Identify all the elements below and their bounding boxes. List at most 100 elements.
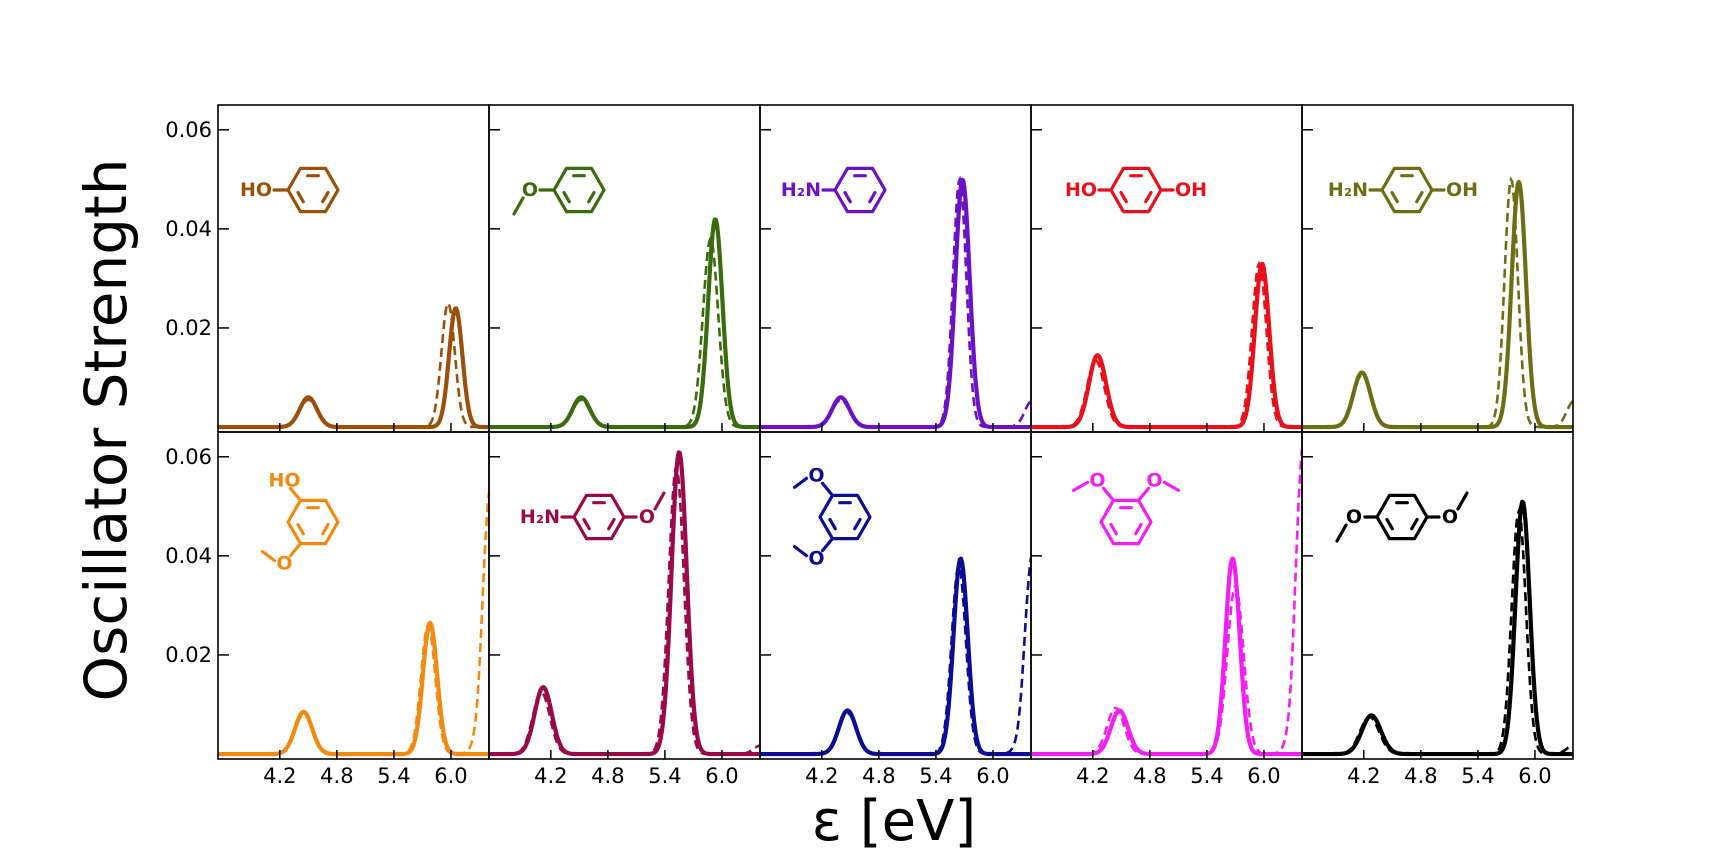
double-bond — [843, 190, 852, 204]
x-tick-label: 4.2 — [1076, 764, 1109, 788]
x-tick-label: 6.0 — [976, 764, 1009, 788]
plot-area — [1302, 176, 1573, 430]
substituent-label: H₂N — [520, 506, 560, 528]
bond — [1162, 480, 1181, 492]
x-tick-label: 4.8 — [862, 764, 895, 788]
plot-area — [1031, 260, 1302, 430]
bond — [260, 550, 277, 563]
bond — [820, 481, 835, 497]
plot-area — [489, 217, 760, 430]
solid-series-line — [760, 177, 1031, 430]
substituent-label: OH — [1446, 179, 1478, 201]
x-tick-label: 4.2 — [1347, 764, 1380, 788]
bond — [1136, 486, 1151, 502]
x-tick-label: 5.4 — [1190, 764, 1223, 788]
y-tick-label: 0.04 — [165, 217, 212, 241]
plot-area — [489, 450, 760, 757]
solid-series-line — [1031, 556, 1302, 757]
substituent-label: O — [639, 506, 655, 528]
substituent-label: HO — [240, 179, 272, 201]
substituent-label: O — [1442, 506, 1458, 528]
solid-series-line — [489, 217, 760, 430]
x-tick-label: 4.8 — [591, 764, 624, 788]
double-bond — [868, 190, 877, 204]
x-tick-label: 5.4 — [377, 764, 410, 788]
substituent-label: O — [522, 179, 538, 201]
solid-series-line — [218, 620, 489, 757]
x-tick-label: 4.8 — [1404, 764, 1437, 788]
solid-series-line — [760, 556, 1031, 757]
substituent-label: O — [1146, 469, 1162, 491]
y-tick-label: 0.02 — [165, 316, 212, 340]
double-bond — [562, 190, 571, 204]
double-bond — [1134, 522, 1143, 536]
double-bond — [1390, 190, 1399, 204]
x-tick-label: 6.0 — [705, 764, 738, 788]
y-tick-labels: 0.02 0.04 0.06 0.02 0.04 0.06 — [165, 118, 212, 667]
double-bond — [582, 517, 591, 531]
plot-area — [760, 175, 1031, 430]
solid-series-line — [218, 306, 489, 430]
substituent-label: O — [1346, 506, 1362, 528]
bond — [1335, 523, 1348, 543]
panel-frame — [1301, 431, 1574, 760]
x-tick-label: 4.2 — [534, 764, 567, 788]
benzene-ring — [818, 493, 872, 541]
double-bond — [296, 190, 305, 204]
y-tick-label: 0.06 — [165, 118, 212, 142]
x-axis-label: ε [eV] — [812, 789, 977, 854]
solid-series-line — [489, 450, 760, 757]
bond — [820, 537, 835, 553]
solid-series-line — [1031, 261, 1302, 430]
double-bond — [828, 517, 837, 531]
x-tick-label: 5.4 — [1461, 764, 1494, 788]
substituent-label: H₂N — [781, 179, 821, 201]
bond — [512, 196, 525, 216]
substituent-label: H₂N — [1328, 179, 1368, 201]
substituent-label: O — [808, 548, 824, 570]
substituent-label: O — [276, 553, 292, 575]
solid-series-line — [1302, 499, 1573, 757]
solid-series-line — [1302, 179, 1573, 430]
x-tick-label: 6.0 — [1518, 764, 1551, 788]
double-bond — [321, 190, 330, 204]
bond — [288, 542, 303, 558]
double-bond — [607, 517, 616, 531]
x-tick-label: 6.0 — [1247, 764, 1280, 788]
plot-area — [218, 301, 489, 430]
y-tick-label: 0.06 — [165, 445, 212, 469]
plot-area — [1302, 499, 1573, 757]
substituent-label: O — [808, 464, 824, 486]
y-axis-label: Oscillator Strength — [72, 158, 140, 701]
bond — [1456, 491, 1469, 511]
bond — [792, 545, 809, 558]
bond — [1071, 480, 1090, 492]
plot-area — [1031, 448, 1302, 757]
y-tick-label: 0.02 — [165, 643, 212, 667]
double-bond — [1410, 517, 1419, 531]
double-bond — [587, 190, 596, 204]
substituent-label: HO — [1065, 179, 1097, 201]
double-bond — [1144, 190, 1153, 204]
plot-area — [760, 556, 1031, 757]
double-bond — [321, 522, 330, 536]
x-tick-label: 5.4 — [648, 764, 681, 788]
double-bond — [853, 517, 862, 531]
double-bond — [1385, 517, 1394, 531]
panel-4-aminophenol: H₂N OH — [1301, 104, 1574, 433]
bond — [653, 491, 666, 511]
bond — [1101, 486, 1116, 502]
plot-area — [218, 492, 489, 757]
x-tick-label: 4.2 — [805, 764, 838, 788]
double-bond — [1109, 522, 1118, 536]
substituent-label: OH — [1175, 179, 1207, 201]
x-tick-label: 5.4 — [919, 764, 952, 788]
benzene-ring — [286, 498, 340, 546]
x-tick-labels: 4.2 4.8 5.4 6.0 4.2 4.8 5.4 6.0 4.2 4.8 5.4 6.0 4.2 4… — [263, 764, 1552, 788]
double-bond — [296, 522, 305, 536]
substituent-label: HO — [268, 469, 300, 491]
